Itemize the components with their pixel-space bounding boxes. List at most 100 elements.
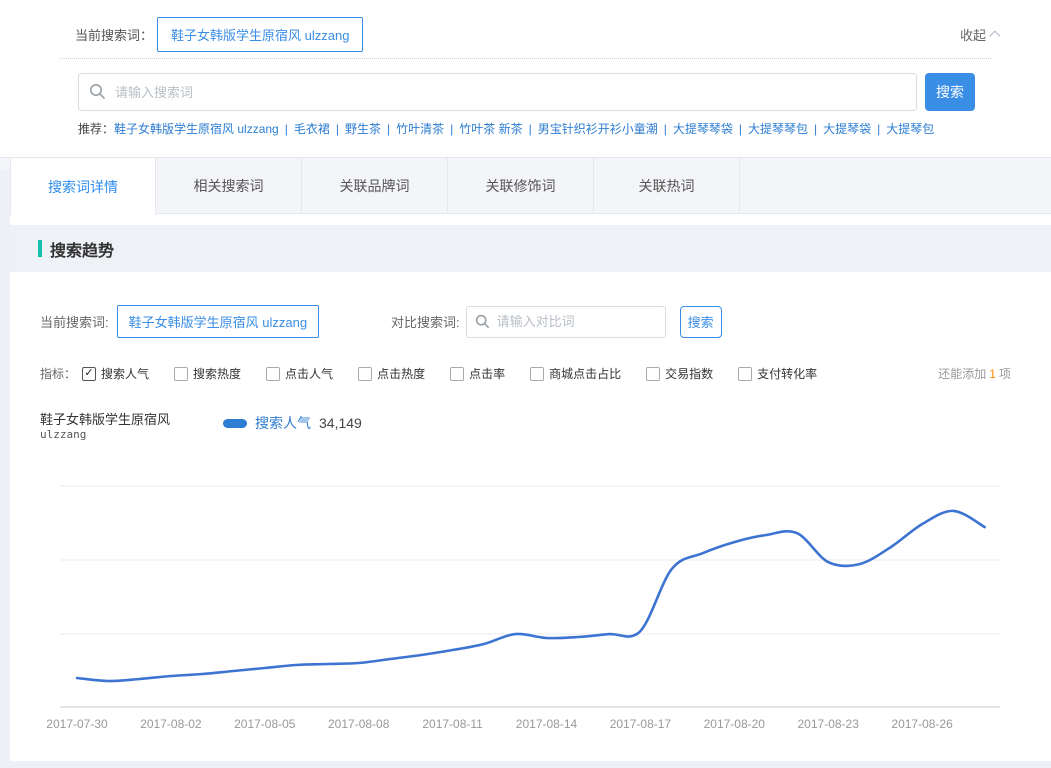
remain-prefix: 还能添加 bbox=[938, 367, 987, 381]
recommend-links: 鞋子女韩版学生原宿风 ulzzang | 毛衣裙 | 野生茶 | 竹叶清茶 | 竹叶茶 新茶 | 男… bbox=[114, 120, 934, 137]
tab-item-0[interactable]: 搜索词详情 bbox=[10, 158, 156, 215]
line-chart-svg: 2017-07-30 2017-08-02 2017-08-05 2017-08-08… bbox=[46, 485, 1000, 731]
metric-checkbox-item[interactable]: ✓ 搜索人气 bbox=[82, 365, 149, 382]
current-term-label-2: 当前搜索词: bbox=[40, 315, 109, 330]
metric-checkbox-item[interactable]: 支付转化率 bbox=[738, 365, 817, 382]
series-line bbox=[75, 509, 986, 683]
recommend-link[interactable]: 大提琴琴包 bbox=[748, 122, 809, 136]
metric-label: 点击人气 bbox=[285, 367, 334, 381]
metric-label: 交易指数 bbox=[665, 367, 714, 381]
x-axis-label: 2017-08-20 bbox=[704, 717, 766, 731]
tab-item-3[interactable]: 关联修饰词 bbox=[448, 158, 594, 213]
x-axis-label: 2017-08-02 bbox=[140, 717, 202, 731]
section-title: 搜索趋势 bbox=[50, 242, 115, 260]
legend-term-line1: 鞋子女韩版学生原宿风 bbox=[40, 412, 171, 427]
metric-checkbox-item[interactable]: 点击人气 bbox=[266, 365, 333, 382]
compare-term-label: 对比搜索词: bbox=[391, 315, 460, 330]
separator: | bbox=[814, 122, 818, 136]
metric-checkbox-item[interactable]: 点击热度 bbox=[358, 365, 425, 382]
metric-label: 支付转化率 bbox=[757, 367, 818, 381]
separator: | bbox=[335, 122, 339, 136]
separator: | bbox=[738, 122, 743, 136]
checkbox-checked-icon: ✓ bbox=[82, 366, 97, 381]
tab-item-1[interactable]: 相关搜索词 bbox=[156, 158, 302, 213]
legend-series-value: 34,149 bbox=[319, 415, 362, 431]
recommend-link[interactable]: 大提琴包 bbox=[886, 122, 935, 136]
metric-options: ✓ 搜索人气 搜索热度 点击人气 点击热度 点击率 商城点击占比 交易指数 支付转化率 bbox=[82, 365, 842, 382]
recommend-link[interactable]: 男宝针织衫开衫小童潮 bbox=[537, 122, 658, 136]
recommend-link[interactable]: 竹叶清茶 bbox=[396, 122, 445, 136]
separator: | bbox=[284, 122, 288, 136]
trend-chart: 2017-07-30 2017-08-02 2017-08-05 2017-08-08… bbox=[30, 456, 1051, 753]
recommend-link[interactable]: 大提琴琴袋 bbox=[672, 122, 733, 136]
x-axis-label: 2017-07-30 bbox=[46, 717, 108, 731]
legend-series-name: 搜索人气 bbox=[255, 415, 311, 431]
x-axis-label: 2017-08-11 bbox=[422, 717, 483, 731]
checkbox-icon bbox=[358, 366, 373, 381]
search-icon bbox=[90, 84, 106, 100]
search-panel: 当前搜索词： 鞋子女韩版学生原宿风 ulzzang 收起 搜索 推荐： 鞋子女韩… bbox=[0, 0, 1051, 137]
current-term-label: 当前搜索词： bbox=[75, 27, 154, 43]
separator: | bbox=[663, 122, 667, 136]
separator: | bbox=[387, 122, 391, 136]
metric-label: 点击热度 bbox=[377, 367, 426, 381]
legend-term-line2: ulzzang bbox=[40, 428, 87, 441]
x-axis-label: 2017-08-08 bbox=[328, 717, 390, 731]
tab-bar: 搜索词详情 相关搜索词 关联品牌词 关联修饰词 关联热词 bbox=[0, 157, 1051, 215]
metrics-label: 指标： bbox=[40, 367, 77, 381]
metrics-bar: 指标： ✓ 搜索人气 搜索热度 点击人气 点击热度 点击率 商城点击占比 交易指数 支付转化率 … bbox=[40, 365, 1011, 382]
x-axis-label: 2017-08-23 bbox=[798, 717, 860, 731]
current-term-chip-2[interactable]: 鞋子女韩版学生原宿风 ulzzang bbox=[116, 305, 320, 338]
page-bottom-gutter bbox=[0, 761, 1051, 768]
checkbox-icon bbox=[174, 366, 189, 381]
compare-input[interactable] bbox=[465, 305, 666, 338]
metric-label: 商城点击占比 bbox=[549, 367, 622, 381]
separator: | bbox=[877, 122, 881, 136]
recommend-link[interactable]: 竹叶茶 新茶 bbox=[459, 122, 523, 136]
metric-checkbox-item[interactable]: 商城点击占比 bbox=[530, 365, 621, 382]
checkbox-icon bbox=[450, 366, 465, 381]
metric-checkbox-item[interactable]: 交易指数 bbox=[646, 365, 713, 382]
checkbox-icon bbox=[266, 366, 281, 381]
search-button[interactable]: 搜索 bbox=[925, 73, 975, 111]
chart-legend: 鞋子女韩版学生原宿风 ulzzang 搜索人气 34,149 bbox=[40, 412, 1011, 442]
separator: | bbox=[450, 122, 454, 136]
recommend-link[interactable]: 大提琴袋 bbox=[823, 122, 872, 136]
metric-label: 搜索热度 bbox=[193, 367, 242, 381]
filter-bar: 当前搜索词: 鞋子女韩版学生原宿风 ulzzang 对比搜索词: 搜索 bbox=[40, 305, 1011, 338]
checkbox-icon bbox=[530, 366, 545, 381]
collapse-toggle[interactable]: 收起 bbox=[960, 25, 1001, 44]
checkbox-icon bbox=[738, 366, 753, 381]
page-gutter bbox=[0, 170, 10, 768]
x-axis-label: 2017-08-17 bbox=[610, 717, 672, 731]
tab-item-4[interactable]: 关联热词 bbox=[594, 158, 740, 213]
collapse-label: 收起 bbox=[959, 27, 986, 43]
legend-series-marker bbox=[223, 418, 247, 428]
dotted-divider bbox=[60, 58, 991, 59]
metric-label: 点击率 bbox=[469, 367, 506, 381]
search-input[interactable] bbox=[78, 73, 917, 111]
recommend-link[interactable]: 毛衣裙 bbox=[293, 122, 330, 136]
checkbox-icon bbox=[646, 366, 661, 381]
x-axis-label: 2017-08-14 bbox=[516, 717, 578, 731]
metric-checkbox-item[interactable]: 搜索热度 bbox=[174, 365, 241, 382]
x-axis-label: 2017-08-26 bbox=[891, 717, 953, 731]
legend-item[interactable]: 搜索人气 34,149 bbox=[223, 413, 362, 433]
recommend-label: 推荐： bbox=[78, 122, 115, 136]
chevron-up-icon bbox=[989, 30, 1001, 42]
tab-item-2[interactable]: 关联品牌词 bbox=[302, 158, 448, 213]
remaining-metrics-note: 还能添加 1 项 bbox=[938, 365, 1011, 382]
metric-label: 搜索人气 bbox=[101, 367, 150, 381]
search-icon bbox=[475, 314, 489, 328]
current-term-chip[interactable]: 鞋子女韩版学生原宿风 ulzzang bbox=[157, 16, 364, 52]
section-accent-bar bbox=[38, 240, 42, 257]
legend-term: 鞋子女韩版学生原宿风 ulzzang bbox=[40, 412, 205, 442]
recommend-link[interactable]: 野生茶 bbox=[344, 122, 381, 136]
remain-count: 1 bbox=[989, 367, 996, 381]
x-axis-label: 2017-08-05 bbox=[234, 717, 296, 731]
compare-search-button[interactable]: 搜索 bbox=[679, 305, 722, 338]
section-header: 搜索趋势 bbox=[0, 225, 1051, 272]
separator: | bbox=[528, 122, 532, 136]
metric-checkbox-item[interactable]: 点击率 bbox=[450, 365, 505, 382]
recommend-link[interactable]: 鞋子女韩版学生原宿风 ulzzang bbox=[114, 122, 279, 136]
